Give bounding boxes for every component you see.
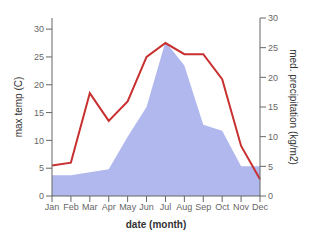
svg-text:Feb: Feb	[63, 202, 79, 212]
svg-text:20: 20	[34, 80, 44, 90]
svg-text:20: 20	[268, 73, 278, 83]
svg-text:0: 0	[268, 191, 273, 201]
svg-text:5: 5	[39, 163, 44, 173]
svg-text:30: 30	[34, 24, 44, 34]
svg-text:Apr: Apr	[102, 202, 116, 212]
svg-text:30: 30	[268, 13, 278, 23]
svg-text:0: 0	[39, 191, 44, 201]
svg-text:max temp (C): max temp (C)	[13, 77, 24, 138]
svg-text:5: 5	[268, 162, 273, 172]
svg-text:Mar: Mar	[82, 202, 98, 212]
svg-text:Dec: Dec	[252, 202, 269, 212]
svg-text:Jul: Jul	[160, 202, 172, 212]
svg-text:Jun: Jun	[139, 202, 154, 212]
svg-text:10: 10	[34, 136, 44, 146]
svg-text:25: 25	[268, 43, 278, 53]
svg-text:Oct: Oct	[215, 202, 230, 212]
svg-text:15: 15	[268, 102, 278, 112]
svg-text:date (month): date (month)	[126, 219, 187, 230]
svg-text:15: 15	[34, 108, 44, 118]
svg-text:10: 10	[268, 132, 278, 142]
svg-text:May: May	[119, 202, 137, 212]
svg-text:Aug: Aug	[176, 202, 192, 212]
svg-text:Sep: Sep	[195, 202, 211, 212]
svg-text:Nov: Nov	[233, 202, 250, 212]
svg-text:25: 25	[34, 52, 44, 62]
svg-text:Jan: Jan	[45, 202, 60, 212]
svg-text:med. precipitation (kg/m2): med. precipitation (kg/m2)	[288, 49, 299, 165]
